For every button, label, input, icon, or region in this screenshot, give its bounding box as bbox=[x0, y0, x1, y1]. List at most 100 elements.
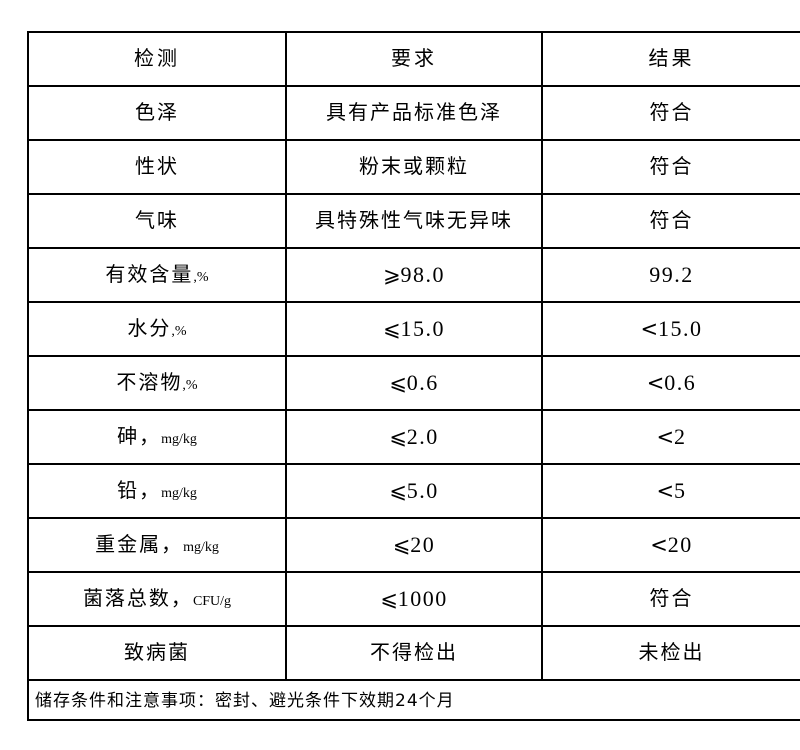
result-text: 符合 bbox=[649, 154, 694, 179]
header-label-requirement: 要求 bbox=[391, 46, 437, 71]
result-comparator: < bbox=[640, 316, 659, 341]
cell-item: 色泽 bbox=[27, 85, 287, 141]
cell-item: 不溶物,% bbox=[27, 355, 287, 411]
cell-item: 砷，mg/kg bbox=[27, 409, 287, 465]
table-row: 铅，mg/kg ⩽5.0 <5 bbox=[27, 463, 800, 519]
cell-requirement: ⩽20 bbox=[285, 517, 543, 573]
result-value: 15.0 bbox=[658, 315, 703, 341]
requirement-value: 98.0 bbox=[400, 261, 446, 287]
result-value: 20 bbox=[667, 531, 693, 557]
cell-result: <2 bbox=[541, 409, 800, 465]
table-row: 性状 粉末或颗粒 符合 bbox=[27, 139, 800, 195]
cell-result: 符合 bbox=[541, 571, 800, 627]
header-cell-requirement: 要求 bbox=[285, 31, 543, 87]
cell-requirement: ⩽0.6 bbox=[285, 355, 543, 411]
cell-item: 有效含量,% bbox=[27, 247, 287, 303]
result-text: 符合 bbox=[649, 586, 694, 611]
item-label: 有效含量 bbox=[105, 262, 194, 287]
header-cell-item: 检测 bbox=[27, 31, 287, 87]
cell-requirement: ⩽2.0 bbox=[285, 409, 543, 465]
result-comparator: < bbox=[646, 370, 665, 395]
item-label: 色泽 bbox=[135, 100, 179, 125]
cell-item: 菌落总数，CFU/g bbox=[27, 571, 287, 627]
header-label-item: 检测 bbox=[134, 46, 180, 71]
item-unit-label: ,% bbox=[193, 270, 209, 286]
result-value: 2 bbox=[674, 423, 687, 449]
cell-item: 性状 bbox=[27, 139, 287, 195]
item-label: 气味 bbox=[135, 208, 179, 233]
item-label: 菌落总数， bbox=[82, 586, 193, 611]
requirement-comparator: ⩽ bbox=[389, 424, 407, 449]
specification-table: 检测 要求 结果 色泽 具有产品标准色泽 符合 性状 粉末或颗粒 符合 气味 具特殊性气味无异… bbox=[27, 31, 800, 721]
cell-item: 水分,% bbox=[27, 301, 287, 357]
requirement-comparator: ⩽ bbox=[382, 316, 401, 341]
item-unit-label: CFU/g bbox=[192, 594, 232, 610]
cell-result: <20 bbox=[541, 517, 800, 573]
item-label: 砷， bbox=[117, 424, 162, 449]
cell-requirement: 不得检出 bbox=[285, 625, 543, 681]
requirement-comparator: ⩾ bbox=[382, 262, 401, 287]
table-row: 有效含量,% ⩾98.0 99.2 bbox=[27, 247, 800, 303]
item-label: 铅， bbox=[117, 478, 162, 503]
requirement-value: 0.6 bbox=[406, 369, 439, 395]
requirement-comparator: ⩽ bbox=[389, 478, 407, 503]
requirement-text: 具特殊性气味无异味 bbox=[315, 208, 513, 233]
table-header-row: 检测 要求 结果 bbox=[27, 31, 800, 87]
item-unit-label: ,% bbox=[171, 324, 187, 340]
result-text: 符合 bbox=[649, 100, 694, 125]
requirement-value: 5.0 bbox=[406, 477, 439, 503]
result-value: 99.2 bbox=[649, 261, 694, 287]
cell-result: <5 bbox=[541, 463, 800, 519]
cell-requirement: 粉末或颗粒 bbox=[285, 139, 543, 195]
requirement-comparator: ⩽ bbox=[392, 532, 411, 557]
table-footer-row: 储存条件和注意事项：密封、避光条件下效期24个月 bbox=[27, 679, 800, 721]
cell-result: <15.0 bbox=[541, 301, 800, 357]
item-label: 水分 bbox=[127, 316, 172, 341]
table-row: 砷，mg/kg ⩽2.0 <2 bbox=[27, 409, 800, 465]
cell-result: 符合 bbox=[541, 85, 800, 141]
cell-requirement: 具特殊性气味无异味 bbox=[285, 193, 543, 249]
result-comparator: < bbox=[656, 424, 675, 449]
item-label: 不溶物 bbox=[116, 370, 183, 395]
item-label: 性状 bbox=[135, 154, 179, 179]
requirement-comparator: ⩽ bbox=[389, 370, 407, 395]
cell-storage-note: 储存条件和注意事项：密封、避光条件下效期24个月 bbox=[27, 679, 800, 721]
requirement-text: 不得检出 bbox=[370, 640, 458, 665]
cell-requirement: ⩽5.0 bbox=[285, 463, 543, 519]
cell-result: 未检出 bbox=[541, 625, 800, 681]
result-text: 符合 bbox=[649, 208, 694, 233]
cell-requirement: ⩾98.0 bbox=[285, 247, 543, 303]
requirement-text: 粉末或颗粒 bbox=[359, 154, 469, 179]
item-label: 重金属， bbox=[95, 532, 184, 557]
storage-note-text: 储存条件和注意事项：密封、避光条件下效期24个月 bbox=[35, 691, 455, 712]
item-unit-label: mg/kg bbox=[161, 486, 197, 502]
table-row: 菌落总数，CFU/g ⩽1000 符合 bbox=[27, 571, 800, 627]
item-label: 致病菌 bbox=[124, 640, 190, 665]
item-unit-label: mg/kg bbox=[183, 540, 219, 556]
table-row: 水分,% ⩽15.0 <15.0 bbox=[27, 301, 800, 357]
table-row: 气味 具特殊性气味无异味 符合 bbox=[27, 193, 800, 249]
item-unit-label: mg/kg bbox=[161, 432, 197, 448]
item-unit-label: ,% bbox=[182, 378, 198, 394]
cell-item: 气味 bbox=[27, 193, 287, 249]
table-row: 重金属，mg/kg ⩽20 <20 bbox=[27, 517, 800, 573]
cell-requirement: 具有产品标准色泽 bbox=[285, 85, 543, 141]
specification-table-container: 检测 要求 结果 色泽 具有产品标准色泽 符合 性状 粉末或颗粒 符合 气味 具特殊性气味无异… bbox=[27, 31, 800, 721]
table-body: 检测 要求 结果 色泽 具有产品标准色泽 符合 性状 粉末或颗粒 符合 气味 具特殊性气味无异… bbox=[27, 31, 800, 721]
result-comparator: < bbox=[656, 478, 675, 503]
requirement-value: 2.0 bbox=[406, 423, 439, 449]
table-row: 色泽 具有产品标准色泽 符合 bbox=[27, 85, 800, 141]
requirement-value: 1000 bbox=[397, 585, 448, 611]
result-value: 5 bbox=[674, 477, 687, 503]
cell-item: 重金属，mg/kg bbox=[27, 517, 287, 573]
table-row: 不溶物,% ⩽0.6 <0.6 bbox=[27, 355, 800, 411]
cell-requirement: ⩽1000 bbox=[285, 571, 543, 627]
header-label-result: 结果 bbox=[648, 46, 695, 71]
requirement-value: 15.0 bbox=[400, 315, 446, 341]
result-text: 未检出 bbox=[638, 640, 705, 665]
cell-requirement: ⩽15.0 bbox=[285, 301, 543, 357]
result-value: 0.6 bbox=[664, 369, 697, 395]
header-cell-result: 结果 bbox=[541, 31, 800, 87]
requirement-comparator: ⩽ bbox=[380, 586, 398, 611]
cell-result: <0.6 bbox=[541, 355, 800, 411]
